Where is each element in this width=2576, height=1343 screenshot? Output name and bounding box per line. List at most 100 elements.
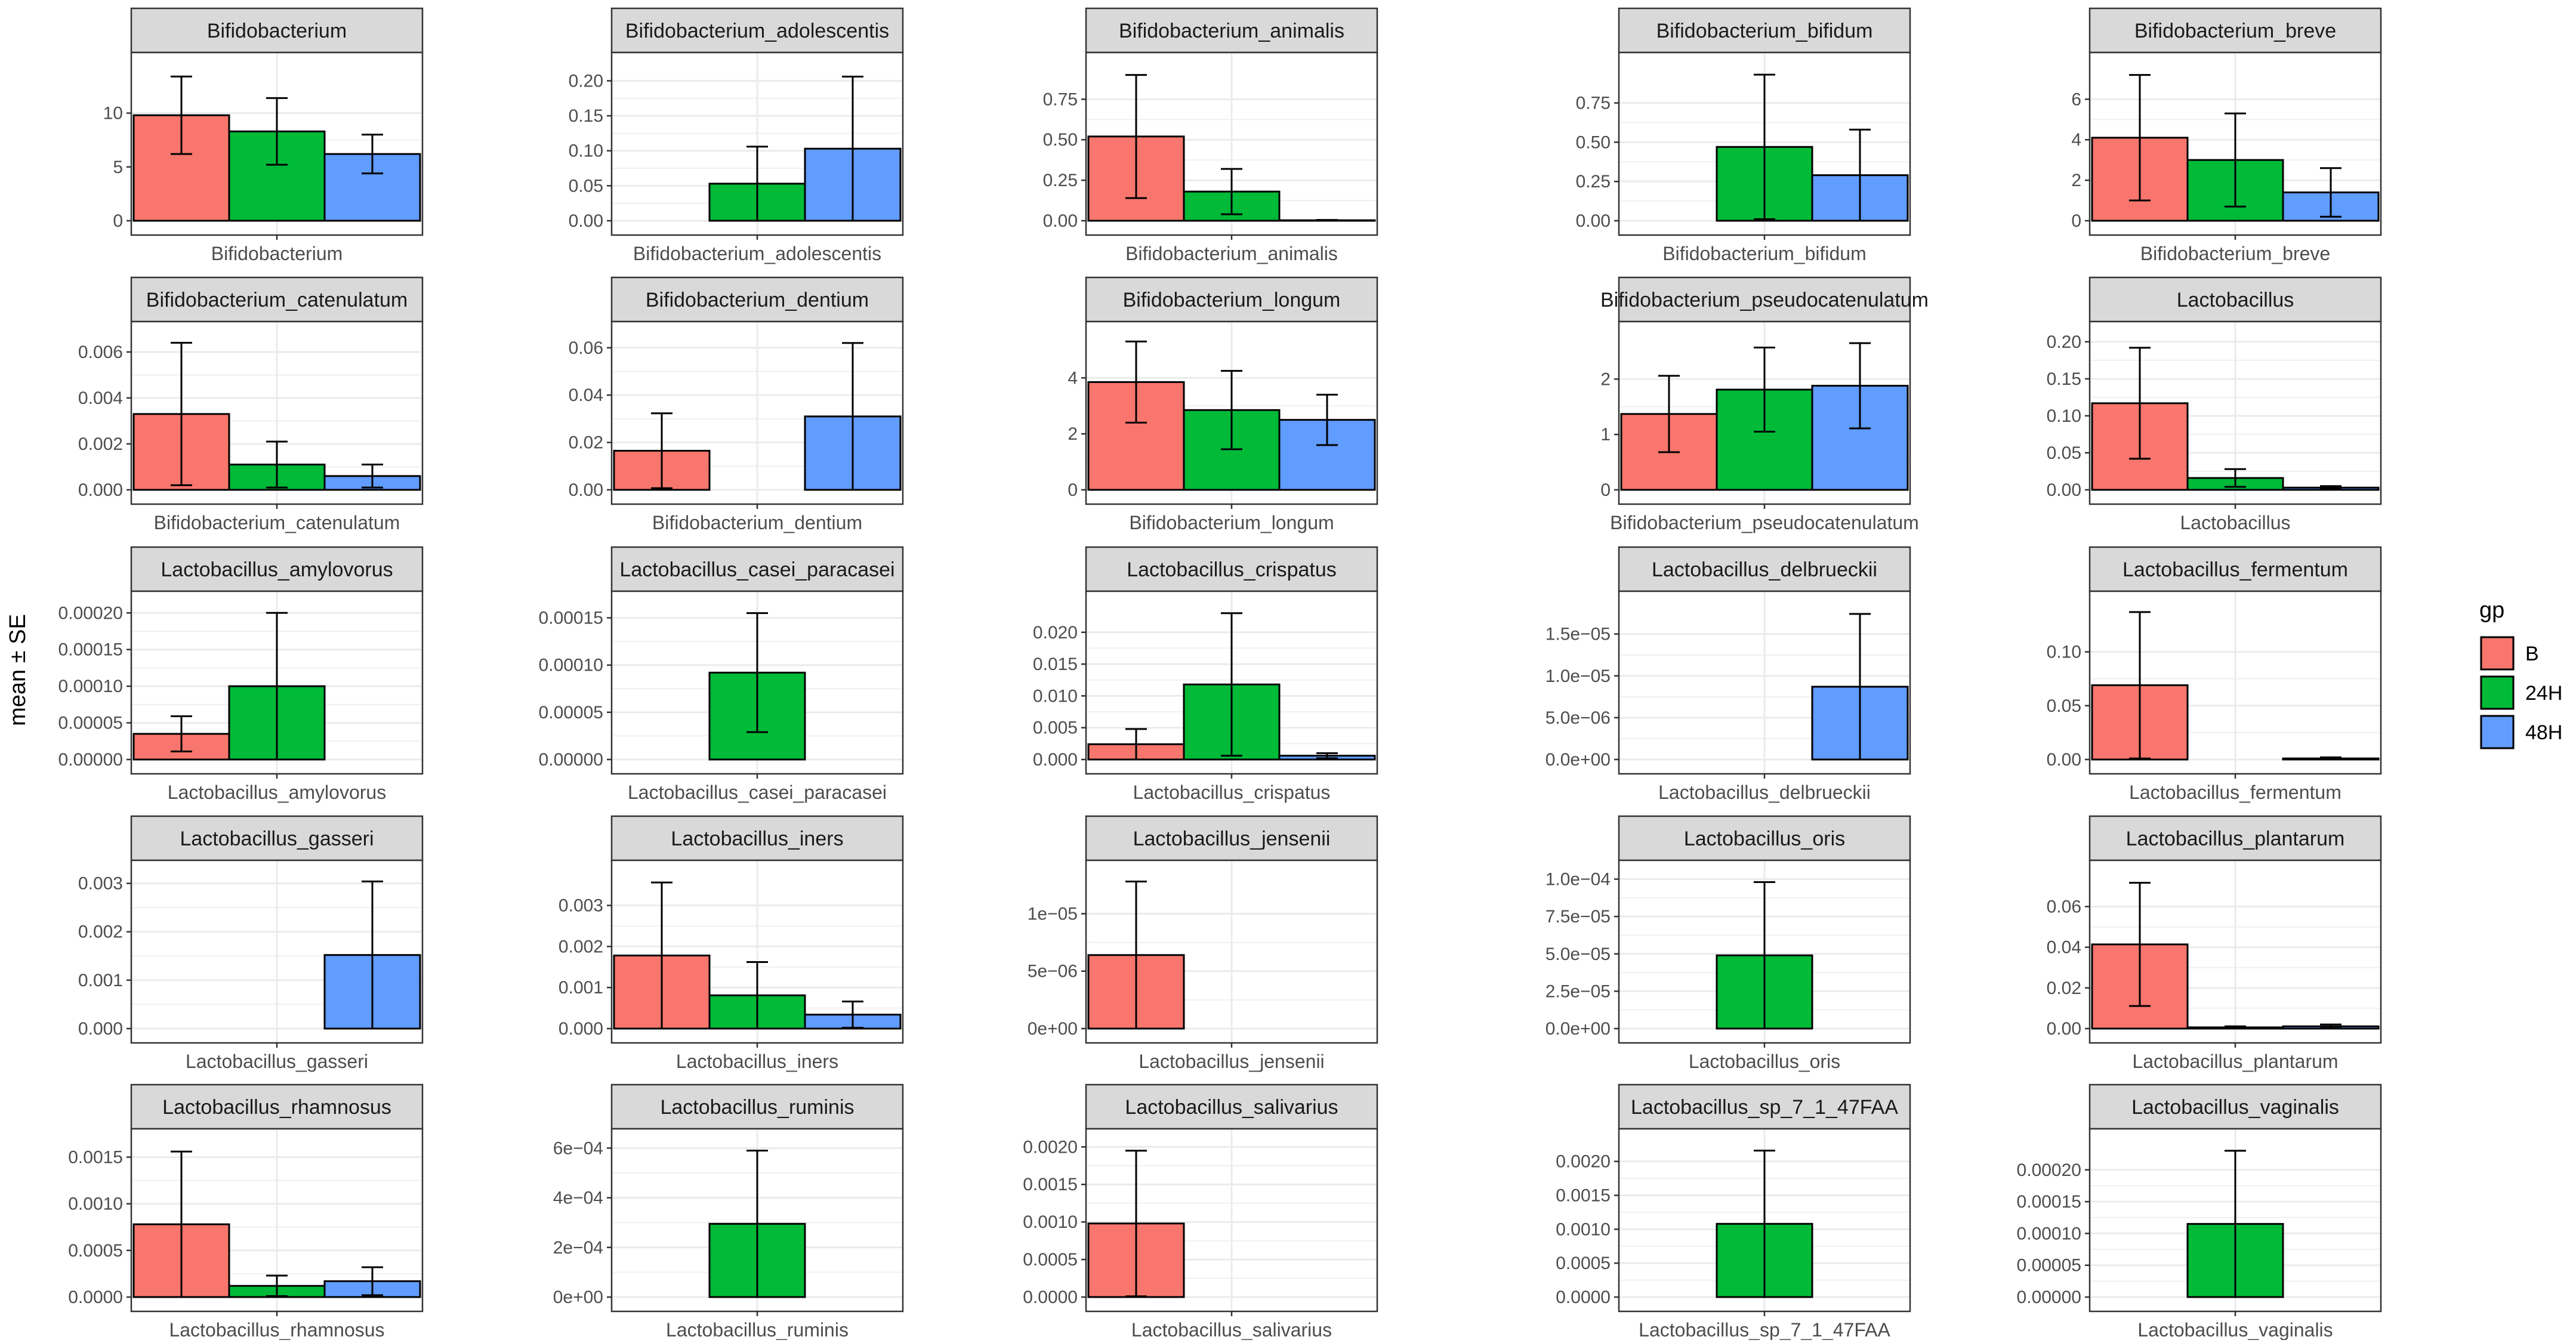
y-tick-label: 0.006: [78, 342, 123, 362]
x-tick-label: Lactobacillus_jensenii: [1139, 1051, 1324, 1072]
error-bar: [1658, 375, 1680, 453]
y-tick-label: 0.0010: [68, 1194, 123, 1214]
facet-title: Bifidobacterium_adolescentis: [625, 20, 889, 42]
y-tick-label: 0.001: [559, 978, 603, 998]
error-bar: [746, 961, 768, 1030]
legend-label: B: [2525, 643, 2539, 665]
error-bar: [266, 97, 288, 166]
x-tick-label: Lactobacillus_vaginalis: [2137, 1319, 2333, 1340]
y-tick-label: 0.00010: [58, 677, 123, 696]
y-tick-label: 0.00015: [58, 640, 123, 660]
facet-strip: [610, 546, 904, 592]
error-bar: [1754, 346, 1775, 433]
y-tick-label: 0e+00: [553, 1288, 603, 1307]
legend-item: 24H: [2479, 675, 2562, 711]
legend-item: 48H: [2479, 714, 2562, 750]
facet-title: Lactobacillus_rhamnosus: [162, 1096, 391, 1119]
error-bar: [266, 612, 288, 761]
facet-title: Lactobacillus_gasseri: [180, 828, 374, 850]
y-tick-label: 0.000: [78, 1019, 123, 1039]
y-tick-label: 0.0e+00: [1545, 750, 1611, 770]
facet-panel: Lactobacillus_plantarum 0.00 0.02 0.04 0.06 L…: [2047, 815, 2382, 1072]
y-tick-label: 0.00020: [2017, 1160, 2081, 1180]
y-tick-label: 2: [1068, 424, 1078, 444]
error-bar: [1754, 881, 1775, 1030]
y-tick-label: 1: [1600, 425, 1611, 444]
error-bar: [1316, 219, 1338, 222]
y-tick-label: 2e−04: [553, 1238, 603, 1258]
facet-panel: Lactobacillus 0.00 0.05 0.10 0.15 0.20 Lactoba…: [2047, 276, 2382, 533]
error-bar: [1849, 613, 1871, 761]
y-tick-label: 5.0e−06: [1545, 708, 1611, 728]
y-tick-label: 0.05: [2047, 443, 2081, 463]
error-bar: [1849, 342, 1871, 430]
error-bar: [842, 1001, 863, 1029]
y-tick-label: 0: [1600, 480, 1611, 500]
error-bar: [171, 715, 192, 752]
error-bar: [746, 612, 768, 733]
facet-title: Lactobacillus_crispatus: [1127, 558, 1337, 581]
facet-title: Bifidobacterium: [207, 20, 347, 42]
error-bar: [1125, 1150, 1147, 1298]
facet-panel: Bifidobacterium_dentium 0.00 0.02 0.04 0.06 B…: [569, 276, 904, 533]
x-tick-label: Lactobacillus_amylovorus: [168, 782, 386, 803]
error-bar: [651, 412, 672, 489]
facet-title: Lactobacillus: [2177, 289, 2294, 311]
error-bar: [266, 1274, 288, 1297]
facet-panel: Bifidobacterium_catenulatum 0.000 0.002 0.0…: [78, 276, 424, 533]
y-tick-label: 0.002: [559, 937, 603, 956]
facet-strip: [2088, 546, 2382, 592]
error-bar: [2225, 468, 2246, 488]
y-tick-label: 0.005: [1033, 718, 1078, 738]
legend-swatch: [2480, 675, 2515, 710]
facet-strip: [1085, 7, 1378, 54]
facet-strip: [2088, 815, 2382, 862]
facet-panel: Bifidobacterium_longum 0 2 4 Bifidobacterium…: [1068, 276, 1378, 533]
y-tick-label: 0.00000: [58, 750, 123, 770]
facet-title: Lactobacillus_sp_7_1_47FAA: [1631, 1096, 1898, 1119]
y-tick-label: 0.000: [1033, 750, 1078, 770]
error-bar: [171, 1150, 192, 1298]
x-tick-label: Lactobacillus_rhamnosus: [169, 1319, 384, 1340]
facet-panel: Bifidobacterium_breve 0 2 4 6 Bifidobacterium…: [2071, 7, 2382, 264]
y-tick-label: 0.20: [2047, 332, 2081, 352]
y-tick-label: 0.50: [1043, 130, 1078, 150]
error-bar: [1221, 370, 1242, 450]
facet-title: Lactobacillus_casei_paracasei: [619, 558, 894, 581]
error-bar: [1125, 74, 1147, 199]
y-tick-label: 7.5e−05: [1545, 907, 1611, 927]
legend-label: 24H: [2525, 682, 2562, 705]
y-tick-label: 0: [1068, 480, 1078, 500]
y-tick-label: 0.15: [2047, 369, 2081, 389]
error-bar: [842, 342, 863, 491]
y-tick-label: 0.00: [2047, 750, 2081, 770]
y-tick-label: 0.010: [1033, 686, 1078, 706]
y-tick-label: 1e−05: [1028, 904, 1078, 924]
y-tick-label: 0.00005: [58, 714, 123, 733]
y-tick-label: 0.00: [2047, 1019, 2081, 1039]
x-tick-label: Lactobacillus_gasseri: [186, 1051, 368, 1072]
x-tick-label: Lactobacillus_delbrueckii: [1658, 782, 1871, 803]
error-bar: [2129, 882, 2151, 1007]
y-tick-label: 0.0e+00: [1545, 1019, 1611, 1039]
y-tick-label: 2.5e−05: [1545, 981, 1611, 1001]
error-bar: [2320, 485, 2341, 490]
error-bar: [2129, 611, 2151, 760]
y-tick-label: 0.000: [559, 1019, 603, 1039]
y-tick-label: 0.00015: [539, 609, 603, 628]
y-tick-label: 2: [1600, 369, 1611, 389]
facet-title: Bifidobacterium_pseudocatenulatum: [1600, 289, 1929, 311]
x-tick-label: Bifidobacterium_adolescentis: [633, 243, 881, 264]
x-tick-label: Lactobacillus_sp_7_1_47FAA: [1639, 1319, 1890, 1340]
error-bar: [2129, 74, 2151, 202]
y-tick-label: 0: [113, 211, 123, 231]
facet-strip: [610, 7, 904, 54]
error-bar: [362, 464, 383, 489]
facet-title: Bifidobacterium_animalis: [1119, 20, 1344, 42]
error-bar: [746, 1149, 768, 1298]
y-tick-label: 4: [1068, 368, 1078, 388]
facet-panel: Lactobacillus_ruminis 0e+00 2e−04 4e−04 6e−0…: [553, 1083, 904, 1341]
y-tick-label: 0.00005: [539, 703, 603, 723]
facet-strip: [1618, 276, 1911, 323]
